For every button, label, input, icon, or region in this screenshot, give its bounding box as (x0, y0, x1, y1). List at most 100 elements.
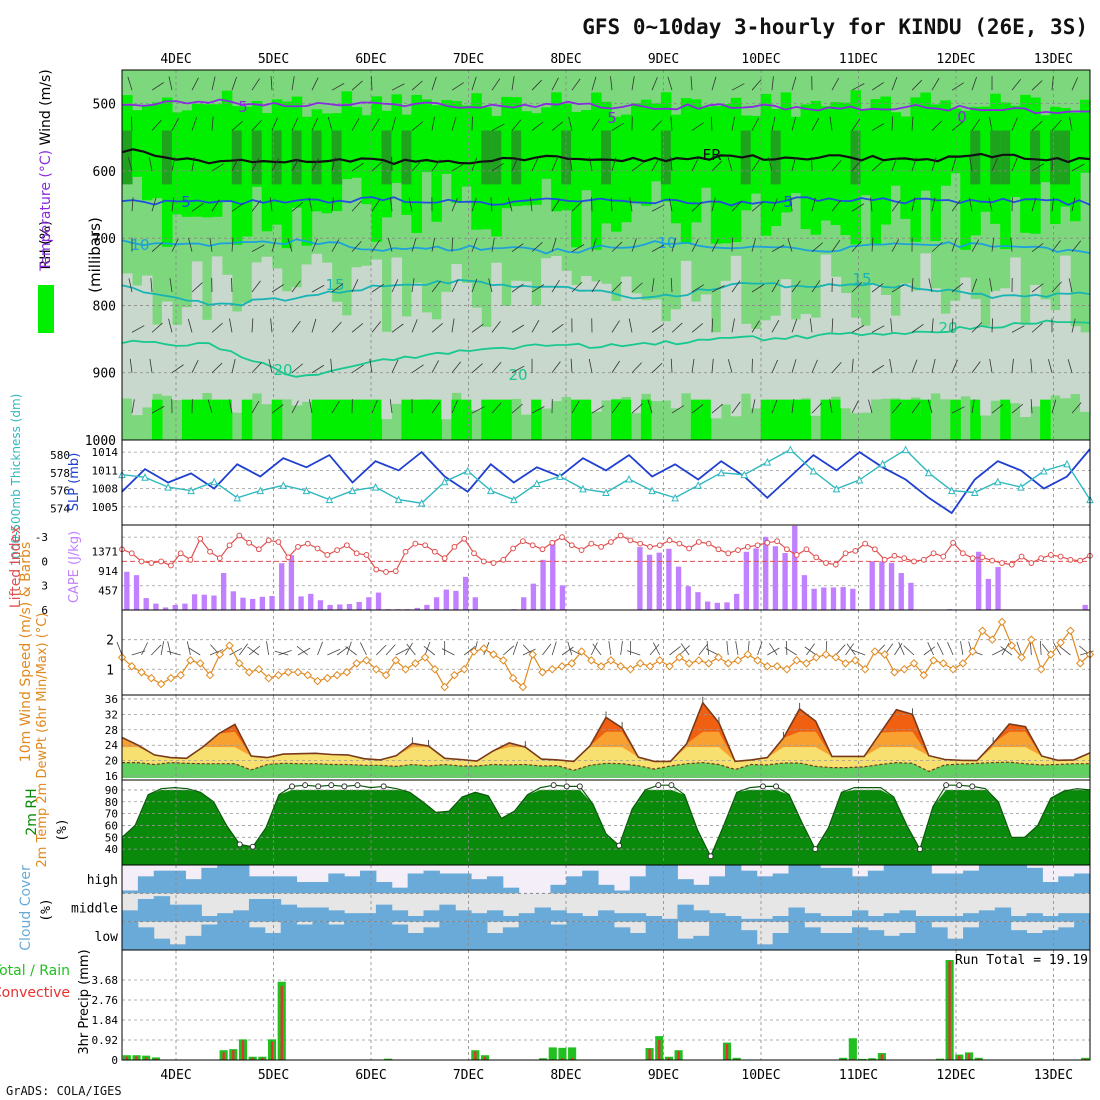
cloud-cell-middle (122, 910, 139, 922)
cloud-cell-low (1058, 927, 1075, 950)
rh-dry-cell (930, 288, 941, 394)
rh-moist-cell (840, 102, 852, 236)
cape-bar (656, 552, 662, 610)
temp-tick-label: 20 (105, 755, 118, 768)
wind-barb (391, 83, 405, 91)
rh-dry-cell (122, 273, 133, 399)
li-marker (529, 542, 536, 549)
rh-dry-cell (331, 301, 343, 405)
wind-barb (670, 116, 673, 131)
wind-speed-marker (450, 670, 459, 680)
rh-moist-cell (461, 399, 472, 440)
cape-bar (869, 561, 875, 610)
rh-dry-cell (321, 262, 333, 415)
thickness-marker (440, 477, 449, 486)
wind-speed-marker (792, 656, 801, 665)
rh-moist-cell (920, 399, 931, 440)
wind-speed-marker (899, 665, 909, 674)
wind-barb (851, 325, 865, 333)
wind-barb (431, 401, 441, 414)
contour-label: 5 (238, 98, 248, 116)
li-marker (568, 542, 575, 549)
cape-bar (124, 571, 130, 610)
cloud-cell-high (137, 876, 155, 894)
cloud-cover-panel: high middle low Cloud Cover (%) (18, 864, 1091, 951)
wind-barb (851, 358, 854, 373)
wind-barb (771, 116, 776, 131)
wind-barb (311, 318, 317, 333)
li-marker (901, 555, 908, 562)
surface-wind-barb (705, 648, 719, 656)
cloud-cell-middle (709, 913, 726, 922)
rh-saturated-cell (481, 130, 492, 185)
thickness-marker (325, 495, 334, 504)
wind-speed-marker (655, 656, 665, 665)
rh-moist-cell (1040, 399, 1051, 440)
x-tick-label-bottom: 13DEC (1034, 1068, 1073, 1083)
wind-barb (471, 197, 477, 212)
rh-dry-cell (1070, 326, 1081, 395)
surface-wind-barb (567, 641, 573, 656)
wind-barb (911, 324, 924, 333)
cloud-cell-middle (248, 899, 266, 922)
wind-barb (651, 324, 664, 333)
cloud-cell-low (1026, 933, 1043, 950)
x-tick-label-top: 8DEC (550, 52, 581, 67)
rh-dry-cell (650, 299, 662, 402)
cape-bar (772, 546, 779, 610)
li-marker (832, 561, 839, 568)
wind-barb (951, 82, 965, 91)
wind-barb (151, 322, 163, 333)
cape-bar (695, 592, 701, 610)
wind-barb (611, 281, 623, 293)
precip-convective-bar (232, 1050, 235, 1060)
precip-convective-bar (958, 1055, 961, 1060)
surface-wind-barb (188, 647, 201, 656)
li-marker (647, 543, 653, 550)
wind-barb (127, 157, 133, 172)
cloud-cell-middle (582, 916, 599, 922)
surface-wind-barb (947, 642, 954, 656)
li-marker (246, 539, 253, 546)
wind-barb (291, 363, 303, 374)
rh-dry-cell (531, 305, 542, 405)
rh-moist-cell (700, 106, 712, 188)
wind-barb (1011, 78, 1022, 91)
wind-barb (207, 399, 213, 414)
cloud-cell-middle (978, 910, 996, 922)
wind-speed-marker (176, 670, 185, 680)
cape-bar (821, 587, 827, 610)
thickness-marker (1063, 459, 1071, 468)
slp-tick-label: 1014 (92, 446, 119, 459)
temp-tick-label: 16 (105, 770, 118, 783)
wind-speed-marker (694, 656, 704, 665)
li-marker (353, 550, 360, 557)
wind-barb (951, 283, 964, 293)
wind-barb (531, 284, 545, 293)
li-marker (744, 543, 751, 550)
thickness-marker (486, 486, 495, 495)
isotherm-line (121, 148, 1091, 166)
li-marker (431, 548, 438, 555)
rh-moist-cell (690, 399, 702, 440)
wind-barb (771, 319, 780, 333)
rh-moist-cell (830, 102, 842, 226)
li-marker (392, 568, 399, 575)
cloud-cell-low (820, 933, 837, 950)
rh-saturated-cell (251, 130, 263, 185)
rh-moist-cell (640, 99, 652, 206)
slp-tick-label: 1011 (92, 464, 119, 477)
thickness-marker (1017, 482, 1025, 491)
cloud-cell-high (772, 873, 789, 894)
li-marker (803, 546, 810, 553)
wind-barb (471, 238, 478, 252)
wind-barb (891, 199, 901, 212)
li-tick-label: 3 (41, 580, 48, 593)
rh-moist-cell (571, 399, 582, 440)
cloud-cell-low (978, 921, 996, 950)
rh-moist-cell (730, 97, 742, 243)
precip-total-bar (868, 1058, 877, 1060)
wind-speed-marker (811, 653, 821, 662)
wind-barb (667, 76, 673, 91)
li-marker (881, 556, 888, 563)
